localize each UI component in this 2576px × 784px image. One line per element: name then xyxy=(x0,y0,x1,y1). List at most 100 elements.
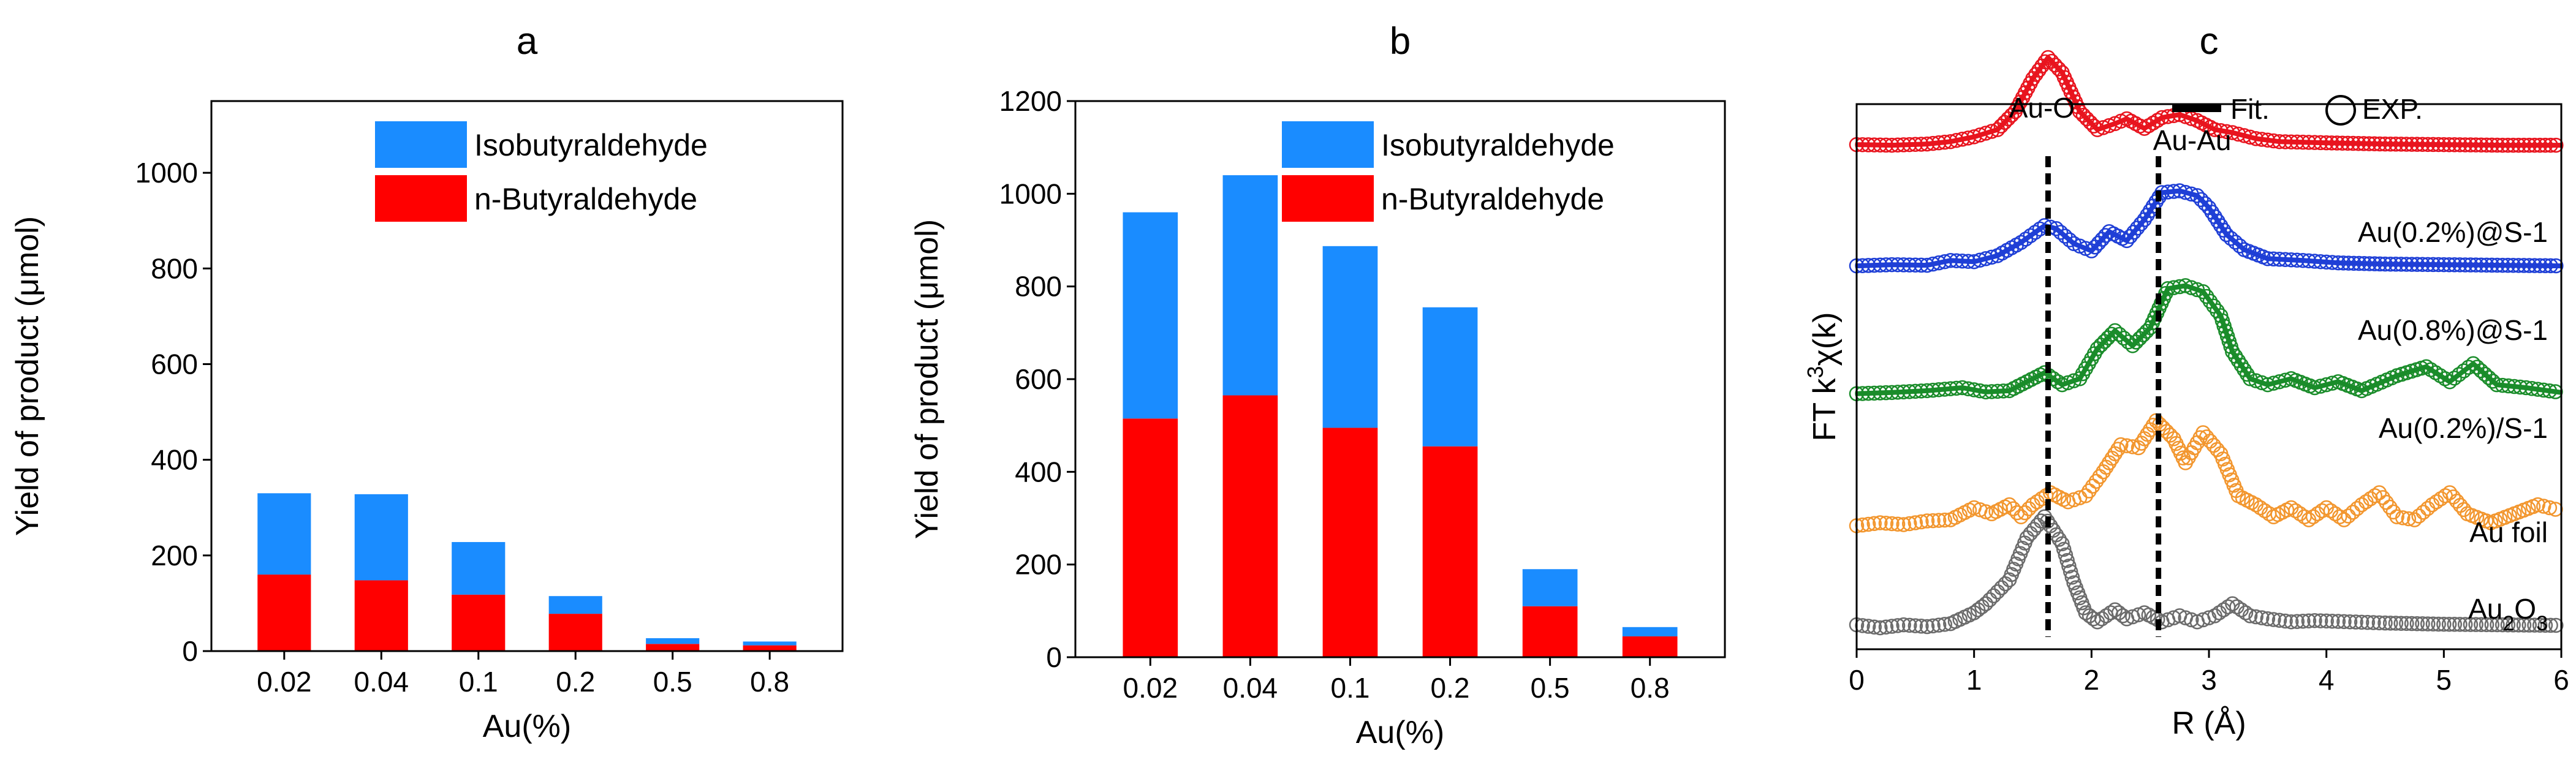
exp-point xyxy=(1890,618,1906,633)
x-tick-label: 1 xyxy=(1966,664,1982,696)
exp-point xyxy=(2319,613,2334,629)
exp-point xyxy=(2021,501,2037,516)
exp-point xyxy=(2495,617,2510,633)
bar-a-n-butyraldehyde-0 xyxy=(257,575,311,651)
exp-point xyxy=(2057,228,2073,244)
exp-point xyxy=(2051,532,2067,547)
exp-point xyxy=(1860,619,1876,634)
x-tick-label: 2 xyxy=(2084,664,2100,696)
legend-exp-swatch xyxy=(2325,95,2356,126)
exp-point xyxy=(2360,614,2375,630)
exp-point xyxy=(2336,614,2352,630)
exp-point xyxy=(2082,483,2097,499)
y-tick-label: 600 xyxy=(151,348,198,380)
y-axis-label: Yield of product (μmol) xyxy=(10,216,45,536)
exp-point xyxy=(2436,616,2452,632)
exp-point xyxy=(2332,509,2347,524)
exp-point xyxy=(1931,513,1947,528)
y-tick-label: 800 xyxy=(1015,271,1062,303)
exp-point xyxy=(2548,617,2564,633)
plot-frame xyxy=(210,100,844,652)
exp-point xyxy=(2543,617,2558,633)
curve-label-0: Au(0.2%)@S-1 xyxy=(2358,216,2548,248)
bar-a-n-butyraldehyde-5 xyxy=(743,645,797,651)
exp-point xyxy=(2500,617,2516,633)
x-tick-label: 0 xyxy=(1849,664,1865,696)
exp-point xyxy=(1919,619,1935,635)
exp-point xyxy=(2377,615,2393,631)
exp-point xyxy=(2341,508,2356,524)
exp-point xyxy=(1890,516,1906,532)
exp-point xyxy=(2532,617,2548,633)
exp-point xyxy=(2395,510,2411,526)
panel-b-label: b xyxy=(1390,20,1411,62)
x-tick-label: 0.8 xyxy=(1631,672,1670,704)
exp-point xyxy=(2452,367,2467,382)
exp-point xyxy=(2516,617,2532,633)
exp-point xyxy=(2001,497,2017,513)
bar-a-isobutyraldehyde-1 xyxy=(354,494,408,581)
exp-point xyxy=(2131,607,2146,623)
exp-point xyxy=(2058,547,2074,563)
bar-a-isobutyraldehyde-3 xyxy=(548,596,602,614)
exp-point xyxy=(2206,298,2221,314)
exp-point xyxy=(2202,293,2218,309)
exp-point xyxy=(2325,613,2340,629)
annotation-au-o: Au-O xyxy=(2009,92,2075,124)
y-tick-label: 600 xyxy=(1015,363,1062,395)
exp-point xyxy=(2349,500,2365,516)
exp-point xyxy=(2056,541,2072,557)
exp-point xyxy=(2479,617,2495,633)
exp-point xyxy=(2431,616,2446,632)
exp-point xyxy=(2420,616,2436,631)
bar-b-isobutyraldehyde-1 xyxy=(1222,175,1278,396)
x-axis-label: Au(%) xyxy=(1356,715,1444,750)
legend-label-isobutyraldehyde: Isobutyraldehyde xyxy=(1381,128,1615,162)
legend-swatch-n-butyraldehyde xyxy=(1282,175,1374,222)
exp-point xyxy=(2055,536,2070,552)
exp-point xyxy=(1860,516,1876,532)
exp-point xyxy=(2307,612,2322,628)
curve-label-2: Au(0.2%)/S-1 xyxy=(2379,412,2548,444)
exp-point xyxy=(2425,616,2441,632)
y-tick-label: 1000 xyxy=(135,157,198,189)
exp-point xyxy=(1902,617,1917,633)
bar-a-n-butyraldehyde-1 xyxy=(354,580,408,651)
exp-point xyxy=(2283,614,2299,630)
exp-point xyxy=(2354,614,2370,630)
exp-point xyxy=(1937,617,1952,632)
exp-point xyxy=(2452,497,2468,513)
x-tick-label: 3 xyxy=(2201,664,2217,696)
exp-point xyxy=(2219,227,2234,243)
exp-point xyxy=(2379,494,2394,510)
exp-point xyxy=(2393,616,2409,631)
exp-point xyxy=(2485,374,2501,389)
exp-point xyxy=(2382,499,2398,515)
exp-point xyxy=(2371,615,2387,631)
bar-b-n-butyraldehyde-1 xyxy=(1222,395,1278,657)
panel-c-exafs-chart: c Au-O Au-Au Au(0.2%)@S-1 Au(0.8%)@S-1 Au(0.2… xyxy=(1803,20,2569,741)
exp-point xyxy=(1907,515,1923,530)
legend-exp-label: EXP. xyxy=(2362,93,2423,125)
exp-point xyxy=(2404,616,2420,631)
exp-point xyxy=(2401,511,2417,527)
exp-point xyxy=(2449,493,2464,509)
exp-point xyxy=(2457,617,2473,632)
bar-b-isobutyraldehyde-5 xyxy=(1622,627,1678,636)
exp-point xyxy=(1937,512,1952,528)
exp-point xyxy=(2266,612,2281,627)
exp-point xyxy=(1986,588,2001,603)
exp-point xyxy=(1866,516,1882,531)
exp-point xyxy=(2313,613,2328,628)
exp-point xyxy=(2389,509,2404,524)
exp-point xyxy=(2527,617,2542,633)
fit-line-1 xyxy=(1856,188,2562,269)
x-tick-label: 0.04 xyxy=(1223,672,1278,704)
exp-point xyxy=(2295,613,2311,629)
bar-b-n-butyraldehyde-2 xyxy=(1322,428,1378,657)
bar-a-isobutyraldehyde-4 xyxy=(646,638,700,644)
x-tick-label: 4 xyxy=(2319,664,2335,696)
exp-point xyxy=(1982,592,1998,608)
exp-point xyxy=(2059,552,2075,568)
